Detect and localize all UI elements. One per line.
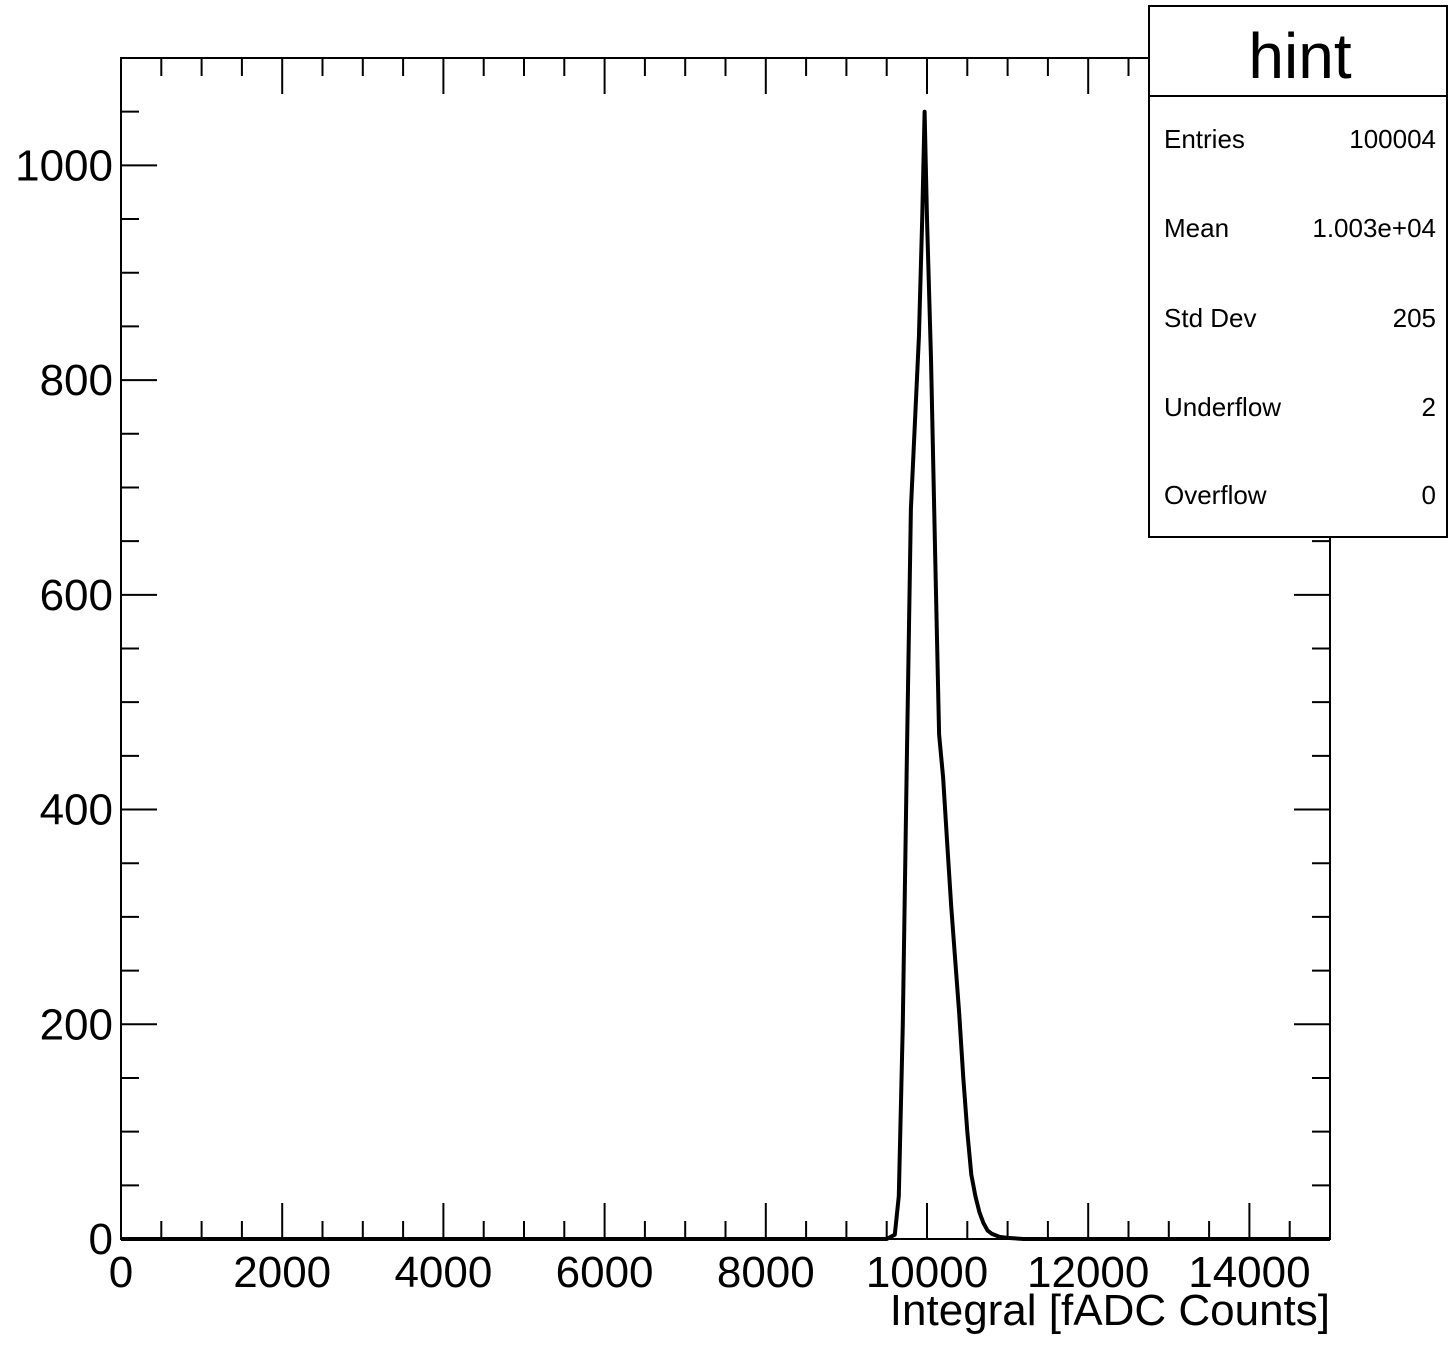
- y-axis: 0 200 400 600 800 1000: [15, 57, 1330, 1264]
- x-tick-label: 12000: [1027, 1248, 1149, 1297]
- x-axis: 0 2000 4000 6000 8000 10000 12000 14000: [109, 58, 1331, 1297]
- x-axis-label: Integral [fADC Counts]: [890, 1286, 1330, 1335]
- histogram-line: [121, 109, 1330, 1241]
- stats-row-label: Overflow: [1164, 480, 1267, 510]
- stats-row-value: 100004: [1349, 124, 1436, 154]
- y-tick-label: 400: [40, 786, 113, 835]
- x-tick-label: 10000: [866, 1248, 988, 1297]
- stats-row-label: Mean: [1164, 213, 1229, 243]
- stats-row-value: 205: [1393, 303, 1436, 333]
- stats-row-label: Entries: [1164, 124, 1245, 154]
- x-tick-label: 8000: [717, 1248, 815, 1297]
- stats-row-label: Underflow: [1164, 392, 1281, 422]
- y-tick-label: 1000: [15, 141, 113, 190]
- stats-row-value: 0: [1422, 480, 1436, 510]
- x-tick-label: 2000: [233, 1248, 331, 1297]
- y-tick-label: 0: [89, 1215, 113, 1264]
- y-tick-label: 200: [40, 1000, 113, 1049]
- stats-row-value: 2: [1422, 392, 1436, 422]
- stats-title: hint: [1248, 20, 1351, 92]
- stats-row-value: 1.003e+04: [1312, 213, 1436, 243]
- y-tick-label: 800: [40, 356, 113, 405]
- stats-row-label: Std Dev: [1164, 303, 1257, 333]
- x-tick-label: 6000: [556, 1248, 654, 1297]
- y-tick-label: 600: [40, 571, 113, 620]
- x-tick-label: 4000: [394, 1248, 492, 1297]
- x-tick-label: 0: [109, 1248, 133, 1297]
- x-tick-label: 14000: [1188, 1248, 1310, 1297]
